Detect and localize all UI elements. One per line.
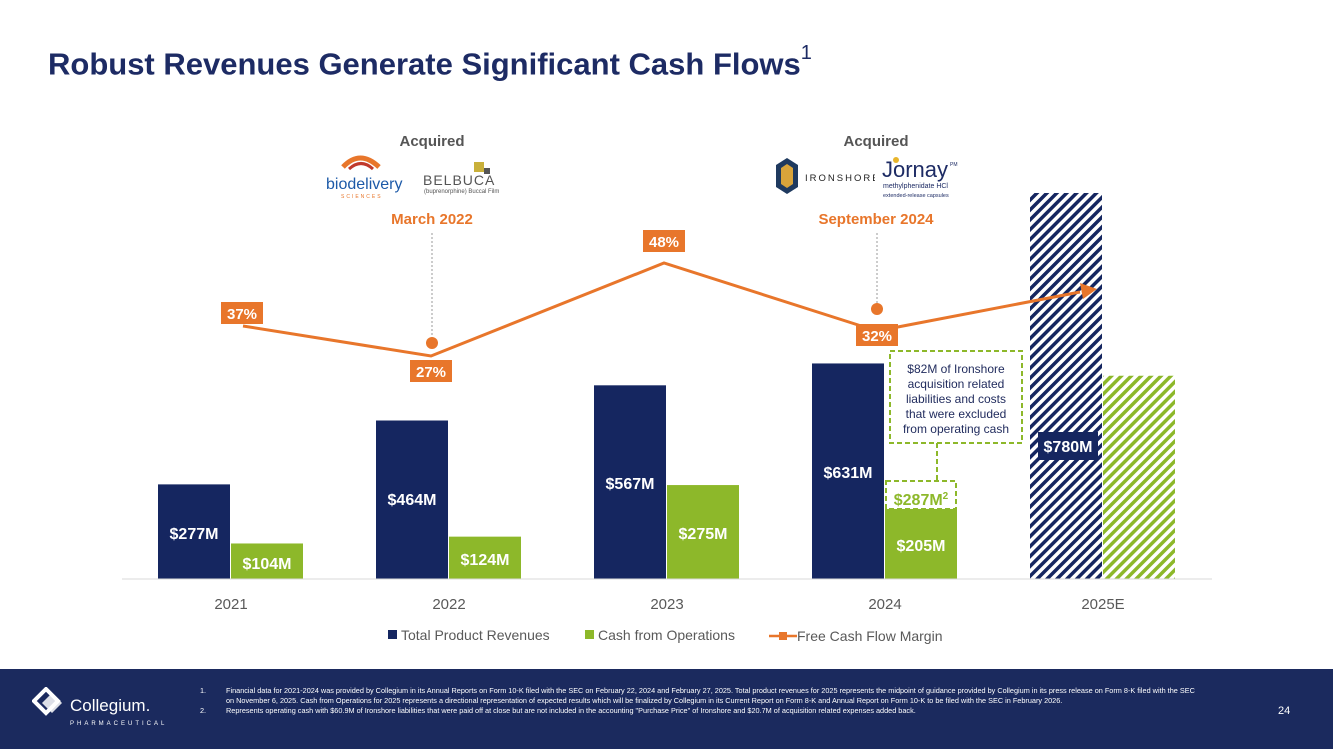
legend-label-revenue: Total Product Revenues — [401, 627, 550, 643]
callout-text: $82M of Ironshore acquisition related liab… — [903, 362, 1009, 436]
page-title: Robust Revenues Generate Significant Cas… — [48, 42, 812, 82]
footer-bar: Collegium. PHARMACEUTICAL 1. Financial da… — [0, 669, 1333, 749]
adjusted-cash-label-2024: $287M2 — [894, 491, 949, 509]
acq-marker-2022 — [426, 337, 438, 349]
footnotes: 1. Financial data for 2021-2024 was provi… — [200, 686, 1200, 717]
acquired-date-2024: September 2024 — [818, 211, 934, 228]
revenue-label-2022: $464M — [388, 492, 437, 509]
acquired-label-2024: Acquired — [843, 133, 909, 150]
cash-bar-2022 — [449, 536, 521, 579]
x-tick-2024: 2024 — [868, 596, 901, 613]
footnote-2: 2. Represents operating cash with $60.9M … — [200, 706, 916, 715]
legend-swatch-cash — [585, 630, 594, 639]
revenue-bar-2022 — [376, 420, 448, 579]
cash-bar-2021 — [231, 543, 303, 579]
revenue-label-2025E: $780M — [1044, 439, 1093, 456]
acquired-date-2022: March 2022 — [391, 211, 473, 228]
svg-text:BELBUCA: BELBUCA — [423, 172, 495, 188]
fcf-label-2024: 32% — [862, 328, 892, 345]
acquired-label-2022: Acquired — [399, 133, 465, 150]
svg-text:Collegium.: Collegium. — [70, 696, 150, 715]
belbuca-logo: BELBUCA (buprenorphine) Buccal Film — [423, 162, 499, 195]
svg-text:biodelivery: biodelivery — [326, 176, 402, 193]
ironshore-logo: IRONSHORE — [776, 158, 875, 194]
page-number: 24 — [1278, 705, 1291, 717]
cash-label-2021: $104M — [243, 556, 292, 573]
callout-box — [889, 350, 1023, 444]
revenue-bar-2024 — [812, 363, 884, 579]
biodelivery-sciences-logo: biodelivery SCIENCES — [326, 155, 402, 200]
title-footnote: 1 — [800, 42, 812, 64]
legend-swatch-fcf-marker — [779, 632, 787, 640]
cash-label-2023: $275M — [679, 526, 728, 543]
cash-bar-2023 — [667, 485, 739, 579]
adjusted-cash-footnote: 2 — [943, 491, 949, 502]
revenue-bar-2021 — [158, 484, 230, 579]
legend-label-cash: Cash from Operations — [598, 627, 735, 643]
fcf-label-bg-2022 — [410, 360, 452, 382]
svg-text:(buprenorphine) Buccal Film: (buprenorphine) Buccal Film — [424, 189, 499, 195]
svg-text:IRONSHORE: IRONSHORE — [805, 173, 875, 184]
cash-bar-2024 — [885, 508, 957, 579]
fcf-label-bg-2021 — [221, 302, 263, 324]
svg-text:extended-release capsules: extended-release capsules — [883, 193, 949, 199]
x-tick-2025E: 2025E — [1081, 596, 1124, 613]
fcf-label-2021: 37% — [227, 306, 257, 323]
fcf-line — [242, 261, 878, 358]
collegium-logo: Collegium. PHARMACEUTICAL — [32, 687, 167, 727]
revenue-cashflow-chart: $287M2 $82M of Ironshore acquisition relat… — [122, 192, 1212, 644]
svg-text:PM: PM — [950, 162, 958, 168]
footnote-1: 1. Financial data for 2021-2024 was provi… — [200, 686, 1195, 705]
revenue-label-2021: $277M — [170, 526, 219, 543]
fcf-label-bg-2023 — [643, 230, 685, 252]
revenue-label-2024: $631M — [824, 465, 873, 482]
svg-text:methylphenidate HCl: methylphenidate HCl — [883, 183, 948, 190]
cash-bar-2025E — [1103, 375, 1175, 579]
legend-label-fcf: Free Cash Flow Margin — [797, 628, 943, 644]
fcf-trend-arrowhead — [1080, 283, 1097, 299]
revenue-bar-2023 — [594, 385, 666, 579]
x-tick-2021: 2021 — [214, 596, 247, 613]
svg-text:Jornay: Jornay — [882, 157, 948, 182]
fcf-label-bg-2024 — [856, 324, 898, 346]
cash-label-2022: $124M — [461, 552, 510, 569]
revenue-bar-2025E — [1030, 192, 1102, 579]
adjusted-cash-box-2024 — [885, 479, 957, 510]
cash-label-2024: $205M — [897, 538, 946, 555]
legend-swatch-revenue — [388, 630, 397, 639]
jornay-pm-logo: Jornay PM methylphenidate HCl extended-r… — [882, 157, 958, 199]
revenue-label-bg-2025E — [1038, 432, 1098, 460]
revenue-label-2023: $567M — [606, 476, 655, 493]
x-tick-2023: 2023 — [650, 596, 683, 613]
acq-marker-2024 — [871, 303, 883, 315]
fcf-trend-line — [876, 290, 1081, 333]
fcf-label-2022: 27% — [416, 364, 446, 381]
x-tick-2022: 2022 — [432, 596, 465, 613]
svg-text:PHARMACEUTICAL: PHARMACEUTICAL — [70, 721, 167, 727]
svg-text:SCIENCES: SCIENCES — [341, 194, 383, 200]
fcf-label-2023: 48% — [649, 234, 679, 251]
